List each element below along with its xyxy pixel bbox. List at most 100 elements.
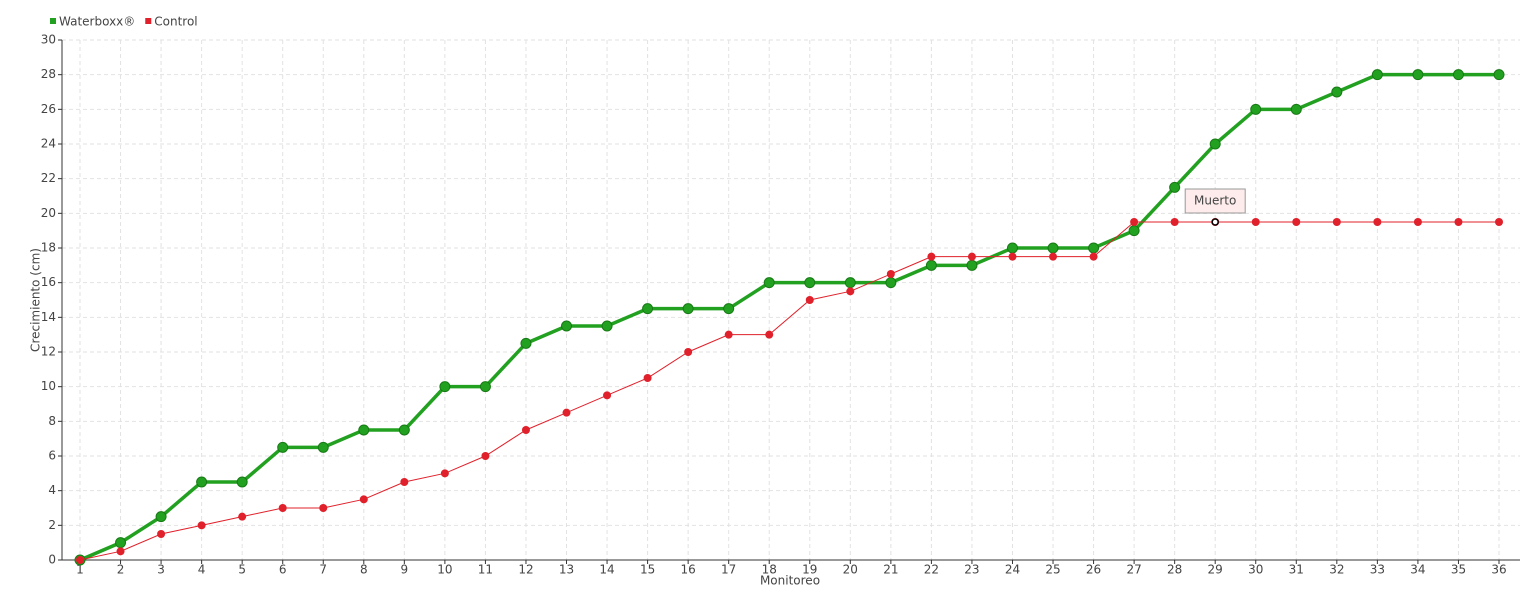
x-tick-label: 23 [964, 563, 979, 577]
x-tick-label: 29 [1208, 563, 1223, 577]
data-point [1332, 218, 1341, 226]
x-tick-label: 17 [721, 563, 736, 577]
data-point [1290, 103, 1302, 115]
x-tick-label: 30 [1248, 563, 1263, 577]
x-tick-label: 31 [1289, 563, 1304, 577]
y-tick-label: 26 [41, 102, 56, 116]
y-axis-label: Crecimiento (cm) [29, 248, 43, 352]
x-tick-label: 3 [157, 563, 165, 577]
data-point [1006, 242, 1018, 254]
data-point [805, 296, 814, 304]
x-tick-label: 14 [599, 563, 614, 577]
data-point [1130, 218, 1139, 226]
data-point [400, 478, 409, 486]
data-point [1251, 218, 1260, 226]
annotation-marker [1211, 218, 1219, 226]
data-point [561, 320, 573, 332]
x-tick-label: 35 [1451, 563, 1466, 577]
data-point [358, 424, 370, 436]
data-point [682, 303, 694, 315]
data-point [562, 408, 571, 417]
x-tick-label: 28 [1167, 563, 1182, 577]
data-point [846, 287, 855, 296]
data-point [116, 547, 125, 556]
data-point [1495, 218, 1503, 226]
data-point [765, 330, 774, 339]
y-tick-label: 24 [41, 137, 56, 151]
data-point [1373, 218, 1382, 226]
data-point [197, 521, 206, 530]
data-point [1169, 181, 1181, 193]
data-point [642, 303, 654, 315]
y-tick-label: 6 [48, 449, 56, 463]
x-tick-label: 1 [76, 563, 84, 577]
series-line [79, 221, 1499, 561]
x-tick-label: 19 [802, 563, 817, 577]
data-point [967, 252, 976, 261]
data-point [643, 374, 652, 382]
legend-swatch [50, 18, 56, 24]
y-tick-label: 28 [41, 67, 56, 81]
data-point [1331, 86, 1343, 98]
x-tick-label: 32 [1329, 563, 1344, 577]
x-tick-label: 26 [1086, 563, 1101, 577]
data-point [520, 337, 532, 349]
y-tick-label: 14 [41, 310, 56, 324]
data-point [317, 441, 329, 453]
data-point [927, 252, 936, 261]
data-point [277, 441, 289, 453]
data-point [1089, 252, 1098, 261]
x-tick-label: 21 [883, 563, 898, 577]
x-tick-label: 6 [279, 563, 287, 577]
data-point [1209, 138, 1221, 150]
data-point [1088, 242, 1100, 254]
x-tick-label: 25 [1045, 563, 1060, 577]
data-point [1170, 218, 1179, 226]
data-point [1128, 225, 1140, 237]
legend-swatch [145, 18, 152, 24]
data-point [603, 391, 612, 400]
data-point [521, 426, 530, 434]
data-point [601, 320, 613, 332]
annotation-text: Muerto [1194, 194, 1236, 208]
data-point [966, 259, 978, 271]
x-tick-label: 20 [843, 563, 858, 577]
x-axis-label: Monitoreo [760, 574, 820, 588]
x-tick-label: 13 [559, 563, 574, 577]
data-point [724, 330, 733, 339]
data-point [1049, 252, 1058, 261]
data-point [479, 381, 491, 393]
x-tick-label: 34 [1410, 563, 1425, 577]
data-point [236, 476, 248, 488]
data-point [804, 277, 816, 289]
x-tick-label: 10 [437, 563, 452, 577]
data-point [1454, 218, 1463, 226]
x-tick-label: 36 [1491, 563, 1506, 577]
data-point [1452, 69, 1464, 81]
data-point [925, 259, 937, 271]
x-tick-label: 16 [681, 563, 696, 577]
data-point [1371, 69, 1383, 81]
y-tick-label: 22 [41, 171, 56, 185]
x-tick-label: 8 [360, 563, 368, 577]
data-point [440, 469, 449, 478]
data-point [278, 504, 287, 512]
data-point [439, 381, 451, 393]
data-point [1292, 218, 1301, 226]
series-line [79, 72, 1499, 562]
data-point [1412, 69, 1424, 81]
data-point [763, 277, 775, 289]
y-tick-label: 30 [41, 33, 56, 47]
x-tick-label: 12 [518, 563, 533, 577]
x-tick-label: 9 [401, 563, 409, 577]
y-tick-label: 20 [41, 206, 56, 220]
x-tick-label: 2 [117, 563, 125, 577]
data-point [1250, 103, 1262, 115]
x-tick-label: 4 [198, 563, 206, 577]
data-point [359, 495, 368, 504]
legend-label: Waterboxx® [59, 15, 135, 29]
data-point [115, 537, 127, 549]
data-point [723, 303, 735, 315]
data-point [238, 512, 247, 521]
legend-label: Control [154, 15, 197, 29]
